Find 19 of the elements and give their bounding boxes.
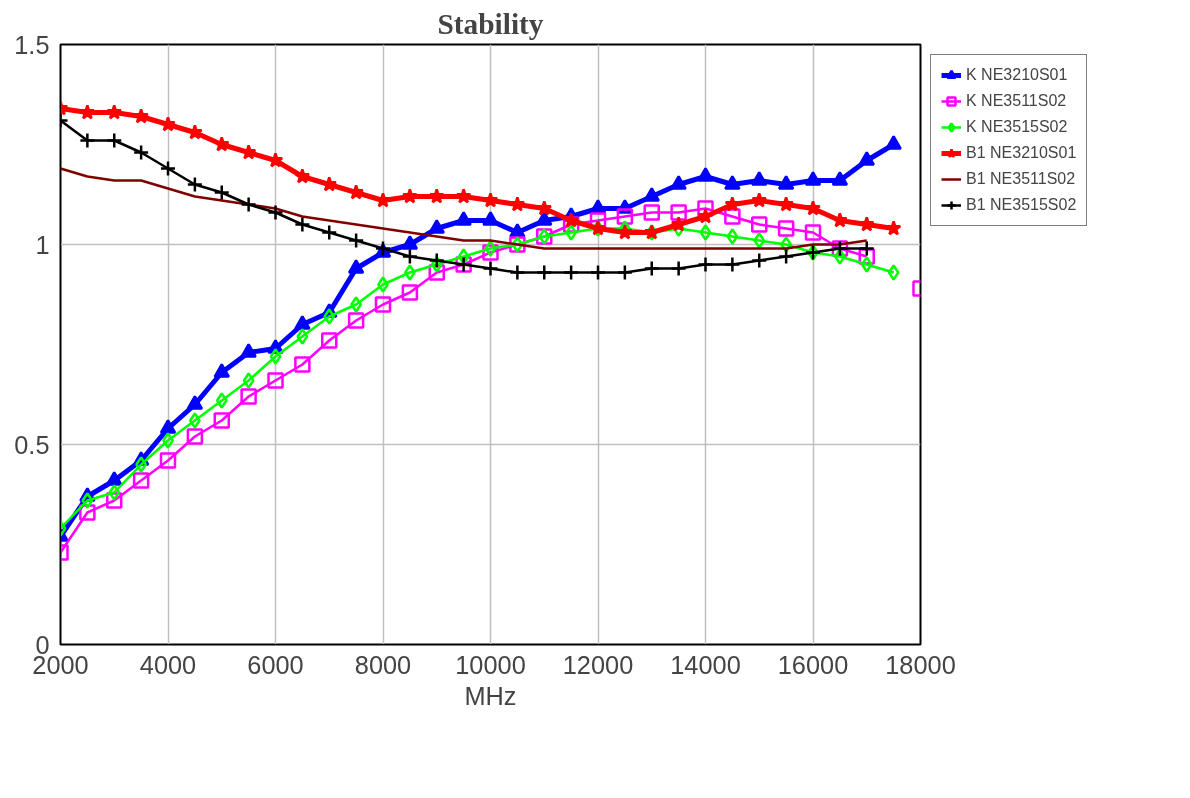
y-tick-label: 0.5 — [14, 430, 50, 459]
legend-label: B1 NE3210S01 — [966, 144, 1077, 162]
x-axis-title: MHz — [464, 681, 517, 710]
x-tick-label: 18000 — [885, 650, 956, 679]
legend-label: K NE3515S02 — [966, 118, 1068, 136]
chart-title: Stability — [437, 7, 544, 40]
x-tick-label: 6000 — [247, 650, 304, 679]
legend-label: B1 NE3511S02 — [966, 170, 1076, 188]
y-tick-label: 1 — [35, 230, 50, 259]
x-tick-label: 12000 — [562, 650, 634, 679]
x-tick-label: 14000 — [670, 650, 741, 679]
x-tick-label: 8000 — [354, 650, 412, 679]
x-tick-label: 4000 — [139, 650, 197, 679]
legend-label: B1 NE3515S02 — [966, 196, 1077, 214]
y-tick-label: 1.5 — [14, 30, 50, 59]
legend-label: K NE3210S01 — [966, 66, 1068, 84]
x-tick-label: 10000 — [455, 650, 526, 679]
legend-label: K NE3511S02 — [966, 92, 1067, 110]
x-tick-label: 16000 — [777, 650, 849, 679]
